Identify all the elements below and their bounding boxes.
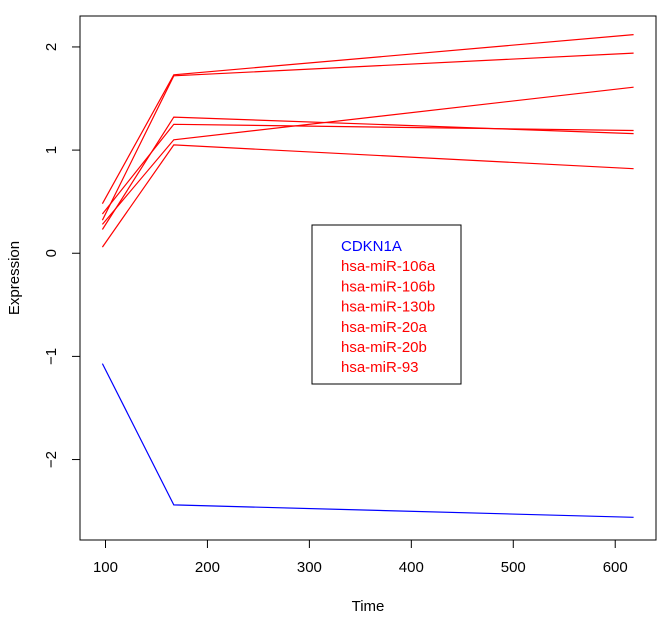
x-tick-label: 100 xyxy=(93,559,118,576)
x-tick-label: 200 xyxy=(195,559,220,576)
legend-entry: hsa-miR-20b xyxy=(341,339,427,356)
y-axis: −2 −1 0 1 2 xyxy=(43,43,80,468)
legend-box xyxy=(311,224,462,385)
y-tick-label: 2 xyxy=(43,43,60,51)
legend: CDKN1A hsa-miR-106a hsa-miR-106b hsa-miR-13… xyxy=(311,224,462,385)
plot-frame xyxy=(79,15,657,541)
y-tick-label: −2 xyxy=(43,451,60,468)
series-lines xyxy=(101,34,634,518)
x-tick-label: 400 xyxy=(399,559,424,576)
series-line-hsa-mir-106b xyxy=(101,34,634,204)
y-tick-label: 1 xyxy=(43,146,60,154)
series-line-hsa-mir-20b xyxy=(101,123,634,215)
x-tick-label: 500 xyxy=(501,559,526,576)
legend-entry: hsa-miR-130b xyxy=(341,299,435,316)
series-line-hsa-mir-106a xyxy=(101,52,634,221)
series-line-hsa-mir-20a xyxy=(101,116,634,230)
series-line-hsa-mir-130b xyxy=(101,144,634,248)
y-axis-title: Expression xyxy=(6,241,23,315)
x-axis: 100 200 300 400 500 600 xyxy=(93,540,628,576)
x-tick-label: 600 xyxy=(603,559,628,576)
y-tick-label: 0 xyxy=(43,249,60,257)
legend-entry: hsa-miR-93 xyxy=(341,359,419,376)
legend-entry: hsa-miR-106a xyxy=(341,258,436,275)
x-tick-label: 300 xyxy=(297,559,322,576)
legend-entry: hsa-miR-106b xyxy=(341,278,435,295)
y-tick-label: −1 xyxy=(43,348,60,365)
legend-entry: hsa-miR-20a xyxy=(341,319,428,336)
series-line-cdkn1a xyxy=(101,363,634,518)
series-line-hsa-mir-93 xyxy=(101,86,634,225)
legend-entry: CDKN1A xyxy=(341,238,402,255)
x-axis-title: Time xyxy=(352,598,385,615)
